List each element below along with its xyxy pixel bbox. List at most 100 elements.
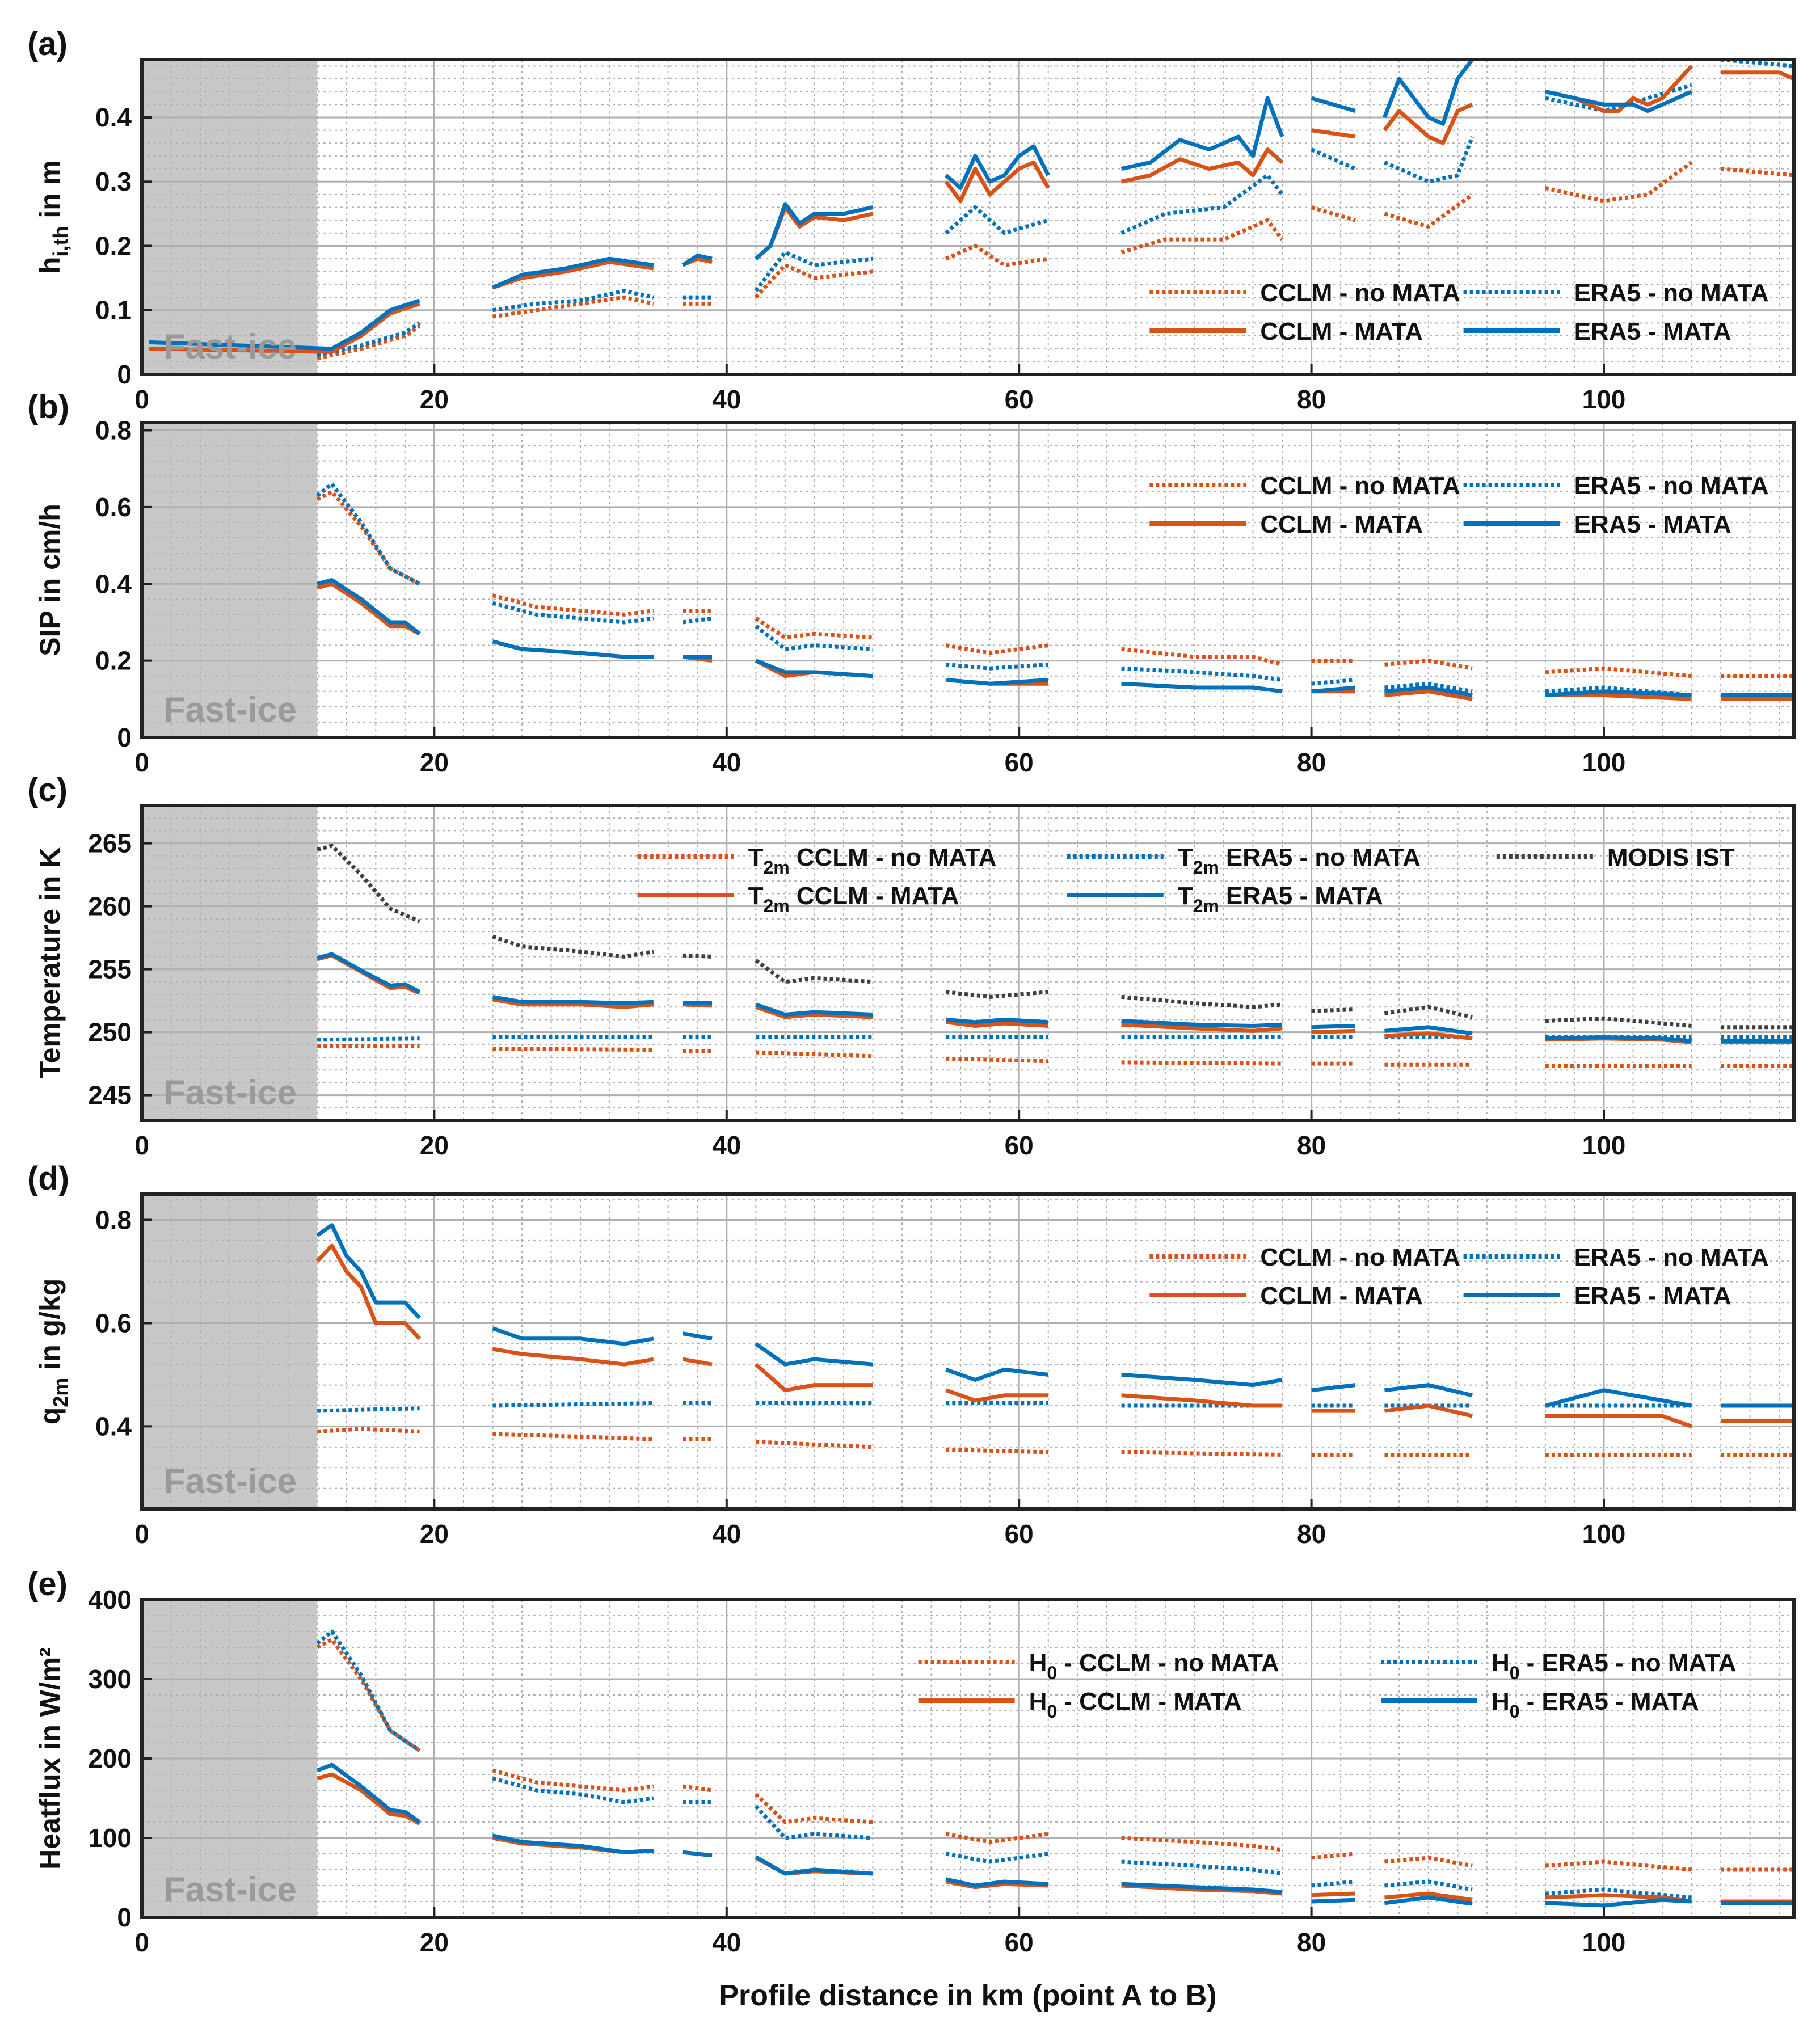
legend-label: T2m ERA5 - MATA xyxy=(1178,882,1383,916)
series-era5-mata-line xyxy=(755,1342,873,1367)
y-tick-label: 0.4 xyxy=(95,103,132,132)
series-era5-mata-line xyxy=(316,1762,421,1824)
legend-label: H0 - CCLM - MATA xyxy=(1029,1688,1242,1722)
series-cclm-mata-line xyxy=(1311,1891,1356,1898)
series-era5-mata-line xyxy=(492,1833,654,1854)
y-label-main: h xyxy=(34,257,66,275)
legend-prefix: H xyxy=(1029,1688,1047,1715)
series-era5-no-mata-line xyxy=(316,482,421,586)
series-cclm-mata-line xyxy=(682,1357,713,1367)
series-cclm-mata-line xyxy=(1311,128,1356,139)
panel-label: (c) xyxy=(27,771,68,808)
series-era5-mata-line xyxy=(1545,90,1693,113)
y-tick-label: 255 xyxy=(88,955,132,984)
series-era5-no-mata-line xyxy=(317,1406,420,1413)
y-axis-label: Heatflux in W/m² xyxy=(34,1647,66,1870)
panel-d: Fast-ice 0.4 0.6 0.8 0 20 40 60 80 100 (d) q2m in g… xyxy=(27,1160,1796,1549)
x-tick-label: 40 xyxy=(712,1928,741,1957)
series-era5-no-mata-line xyxy=(1545,685,1692,697)
legend-prefix: H xyxy=(1492,1688,1510,1715)
legend-item: CCLM - no MATA xyxy=(1149,1243,1460,1271)
legend-label: T2m CCLM - MATA xyxy=(748,882,959,916)
grid xyxy=(142,1600,1794,1918)
series-era5-no-mata-line xyxy=(1311,147,1356,171)
x-tick-label: 60 xyxy=(1005,1131,1034,1160)
legend-item: CCLM - MATA xyxy=(1149,1282,1423,1310)
legend-prefix: T xyxy=(748,882,764,910)
x-tick-label: 100 xyxy=(1582,385,1626,414)
series-era5-mata-line xyxy=(1311,1024,1355,1030)
legend-prefix: H xyxy=(1492,1649,1510,1677)
legend-prefix: T xyxy=(1178,844,1193,871)
series-era5-no-mata-line xyxy=(1384,681,1473,694)
series-cclm-no-mata-line xyxy=(946,1056,1048,1064)
series-cclm-mata-line xyxy=(1121,1393,1283,1408)
legend-item: T2m CCLM - no MATA xyxy=(637,844,996,878)
panel-b: Fast-ice 0 0.2 0.4 0.6 0.8 0 20 40 60 80 100 (b) SIP … xyxy=(27,389,1796,777)
legend-label: CCLM - MATA xyxy=(1260,318,1423,345)
series-cclm-no-mata-line xyxy=(492,1047,654,1052)
legend-item: CCLM - no MATA xyxy=(1149,472,1460,500)
series-era5-no-mata-line xyxy=(492,289,654,313)
x-tick-label: 100 xyxy=(1582,1131,1626,1160)
x-tick-label: 80 xyxy=(1297,1519,1326,1549)
series-modis-ist-line xyxy=(755,959,873,984)
y-tick-label: 100 xyxy=(88,1823,132,1853)
y-axis-label: hi,th in m xyxy=(34,160,72,274)
legend-name: CCLM - MATA xyxy=(797,882,959,910)
legend-prefix-subscript: 0 xyxy=(1047,1701,1057,1722)
fast-ice-label: Fast-ice xyxy=(164,1073,297,1112)
y-tick-label: 0.4 xyxy=(95,1411,132,1441)
series-era5-mata-line xyxy=(945,1877,1048,1888)
y-tick-label: 200 xyxy=(88,1744,132,1773)
legend-prefix-subscript: 2m xyxy=(1193,857,1219,878)
panel-label: (a) xyxy=(27,26,68,62)
y-tick-label: 0 xyxy=(117,1903,132,1932)
series-cclm-mata-line xyxy=(1384,1031,1473,1041)
x-tick-label: 40 xyxy=(712,748,741,777)
series-era5-mata-line xyxy=(317,952,421,994)
y-tick-label: 250 xyxy=(88,1018,132,1047)
panel-label: (b) xyxy=(27,389,69,425)
x-tick-label: 100 xyxy=(1582,748,1626,777)
series-era5-mata-line xyxy=(1120,96,1284,171)
series-era5-mata-line xyxy=(492,994,654,1005)
legend-prefix: T xyxy=(748,844,764,871)
series-cclm-mata-line xyxy=(317,1772,421,1825)
series-cclm-no-mata-line xyxy=(945,643,1049,655)
legend-label: ERA5 - MATA xyxy=(1574,1282,1731,1310)
series-modis-ist-line xyxy=(1545,1016,1692,1028)
series-cclm-no-mata-line xyxy=(754,1793,873,1824)
series-cclm-no-mata-line xyxy=(1384,1856,1473,1868)
legend-prefix-subscript: 2m xyxy=(763,896,789,916)
y-tick-label: 260 xyxy=(88,892,132,921)
series-era5-no-mata-line xyxy=(682,616,713,625)
series-era5-no-mata-line xyxy=(945,1852,1049,1864)
series-modis-ist-line xyxy=(682,953,713,959)
series-group xyxy=(317,844,1794,1068)
series-modis-ist-line xyxy=(1311,1007,1356,1013)
panel-label: (d) xyxy=(27,1160,69,1197)
x-tick-label: 20 xyxy=(420,385,449,414)
series-era5-mata-line xyxy=(1545,689,1692,697)
series-cclm-mata-line xyxy=(1545,1414,1692,1428)
series-era5-mata-line xyxy=(1311,685,1356,694)
legend: T2m CCLM - no MATA T2m ERA5 - no MATA MODIS … xyxy=(637,844,1735,916)
series-cclm-no-mata-line xyxy=(754,263,873,299)
axes-frame xyxy=(140,804,1796,1122)
legend-item: ERA5 - MATA xyxy=(1463,511,1731,538)
series-group xyxy=(316,482,1794,701)
series-modis-ist-line xyxy=(1384,1005,1473,1019)
legend-prefix-subscript: 0 xyxy=(1047,1663,1057,1683)
series-era5-no-mata-line xyxy=(1311,1879,1356,1888)
series-cclm-no-mata-line xyxy=(1121,1836,1283,1852)
series-cclm-no-mata-line xyxy=(1545,161,1693,203)
series-era5-no-mata-line xyxy=(945,662,1048,671)
series-cclm-mata-line xyxy=(1384,1891,1473,1902)
panel-e: Fast-ice 0 100 200 300 400 0 20 40 60 80 100 (e) Heat… xyxy=(27,1566,1796,1957)
y-tick-label: 0.2 xyxy=(95,231,132,260)
series-era5-no-mata-line xyxy=(317,1036,420,1042)
series-era5-mata-line xyxy=(1545,1388,1692,1408)
series-era5-no-mata-line xyxy=(1121,666,1283,682)
legend-name: ERA5 - no MATA xyxy=(1226,844,1421,871)
